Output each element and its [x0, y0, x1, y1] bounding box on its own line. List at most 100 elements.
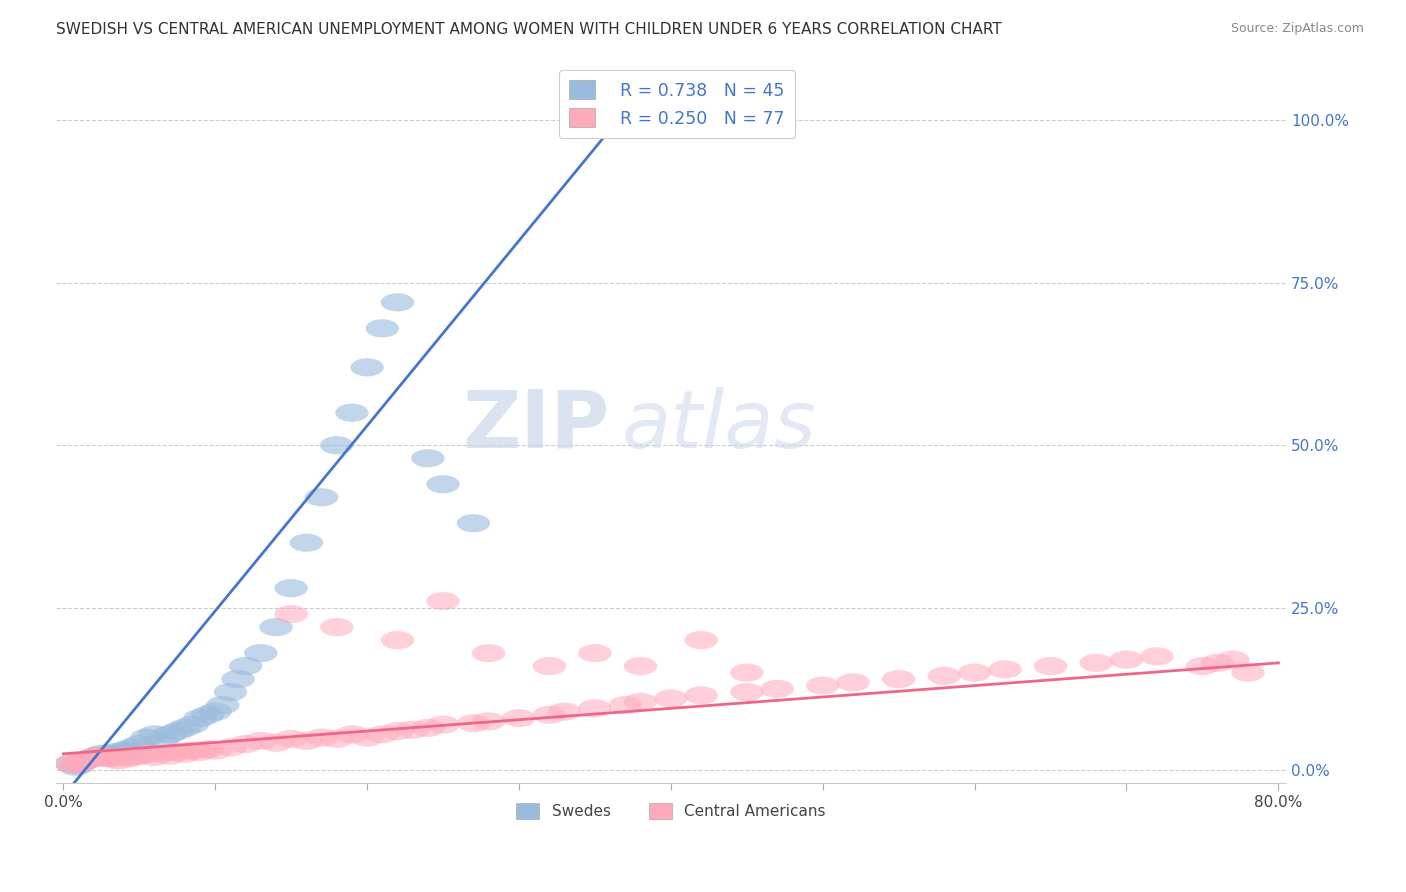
Ellipse shape [191, 706, 225, 724]
Ellipse shape [77, 748, 111, 766]
Ellipse shape [624, 693, 657, 711]
Ellipse shape [426, 592, 460, 610]
Ellipse shape [259, 618, 292, 636]
Ellipse shape [183, 743, 217, 761]
Ellipse shape [457, 514, 491, 533]
Ellipse shape [366, 725, 399, 743]
Ellipse shape [290, 533, 323, 552]
Ellipse shape [176, 741, 209, 760]
Ellipse shape [138, 748, 172, 766]
Ellipse shape [229, 657, 263, 675]
Ellipse shape [366, 319, 399, 337]
Ellipse shape [533, 706, 567, 724]
Ellipse shape [101, 751, 135, 770]
Ellipse shape [191, 740, 225, 758]
Ellipse shape [69, 751, 103, 770]
Ellipse shape [1232, 664, 1264, 681]
Text: Source: ZipAtlas.com: Source: ZipAtlas.com [1230, 22, 1364, 36]
Ellipse shape [245, 644, 277, 662]
Ellipse shape [176, 715, 209, 734]
Ellipse shape [609, 696, 643, 714]
Ellipse shape [548, 703, 581, 721]
Ellipse shape [305, 488, 339, 507]
Ellipse shape [153, 725, 187, 743]
Ellipse shape [321, 730, 353, 748]
Ellipse shape [350, 359, 384, 376]
Ellipse shape [93, 745, 125, 763]
Ellipse shape [335, 404, 368, 422]
Ellipse shape [1140, 648, 1174, 665]
Ellipse shape [62, 755, 96, 772]
Ellipse shape [274, 579, 308, 598]
Ellipse shape [1216, 650, 1250, 669]
Ellipse shape [62, 756, 96, 774]
Ellipse shape [533, 657, 567, 675]
Ellipse shape [290, 731, 323, 750]
Ellipse shape [65, 753, 98, 772]
Ellipse shape [214, 739, 247, 756]
Ellipse shape [957, 664, 991, 681]
Ellipse shape [988, 660, 1022, 679]
Ellipse shape [169, 745, 201, 763]
Ellipse shape [1080, 654, 1112, 672]
Ellipse shape [89, 749, 122, 767]
Ellipse shape [84, 747, 118, 764]
Ellipse shape [160, 743, 194, 761]
Ellipse shape [80, 747, 114, 764]
Ellipse shape [685, 686, 718, 705]
Ellipse shape [274, 605, 308, 624]
Ellipse shape [928, 666, 960, 685]
Ellipse shape [96, 747, 129, 764]
Ellipse shape [160, 722, 194, 740]
Ellipse shape [100, 743, 134, 761]
Ellipse shape [198, 741, 232, 760]
Ellipse shape [107, 747, 141, 764]
Ellipse shape [472, 712, 505, 731]
Ellipse shape [335, 725, 368, 743]
Legend: Swedes, Central Americans: Swedes, Central Americans [510, 797, 831, 825]
Ellipse shape [97, 749, 131, 767]
Ellipse shape [1033, 657, 1067, 675]
Ellipse shape [1201, 654, 1234, 672]
Ellipse shape [837, 673, 870, 691]
Ellipse shape [457, 714, 491, 732]
Ellipse shape [122, 747, 156, 764]
Ellipse shape [578, 644, 612, 662]
Ellipse shape [183, 709, 217, 727]
Ellipse shape [761, 680, 794, 698]
Ellipse shape [89, 748, 122, 766]
Ellipse shape [112, 749, 145, 767]
Text: SWEDISH VS CENTRAL AMERICAN UNEMPLOYMENT AMONG WOMEN WITH CHILDREN UNDER 6 YEARS: SWEDISH VS CENTRAL AMERICAN UNEMPLOYMENT… [56, 22, 1002, 37]
Ellipse shape [426, 475, 460, 493]
Ellipse shape [426, 715, 460, 734]
Ellipse shape [654, 690, 688, 707]
Ellipse shape [350, 729, 384, 747]
Ellipse shape [84, 745, 118, 763]
Ellipse shape [882, 670, 915, 689]
Ellipse shape [624, 657, 657, 675]
Ellipse shape [381, 631, 415, 649]
Ellipse shape [69, 751, 103, 770]
Ellipse shape [75, 749, 107, 767]
Ellipse shape [472, 644, 505, 662]
Ellipse shape [806, 676, 839, 695]
Ellipse shape [305, 729, 339, 747]
Ellipse shape [1185, 657, 1219, 675]
Ellipse shape [145, 745, 179, 763]
Ellipse shape [145, 731, 179, 750]
Ellipse shape [153, 747, 187, 764]
Ellipse shape [55, 755, 87, 772]
Ellipse shape [1109, 650, 1143, 669]
Ellipse shape [730, 664, 763, 681]
Ellipse shape [214, 683, 247, 701]
Ellipse shape [111, 741, 143, 760]
Ellipse shape [259, 734, 292, 752]
Ellipse shape [59, 756, 93, 774]
Ellipse shape [396, 721, 429, 739]
Ellipse shape [59, 757, 93, 776]
Ellipse shape [93, 748, 125, 766]
Ellipse shape [502, 709, 536, 727]
Ellipse shape [55, 755, 87, 772]
Text: ZIP: ZIP [463, 387, 609, 465]
Ellipse shape [411, 719, 444, 737]
